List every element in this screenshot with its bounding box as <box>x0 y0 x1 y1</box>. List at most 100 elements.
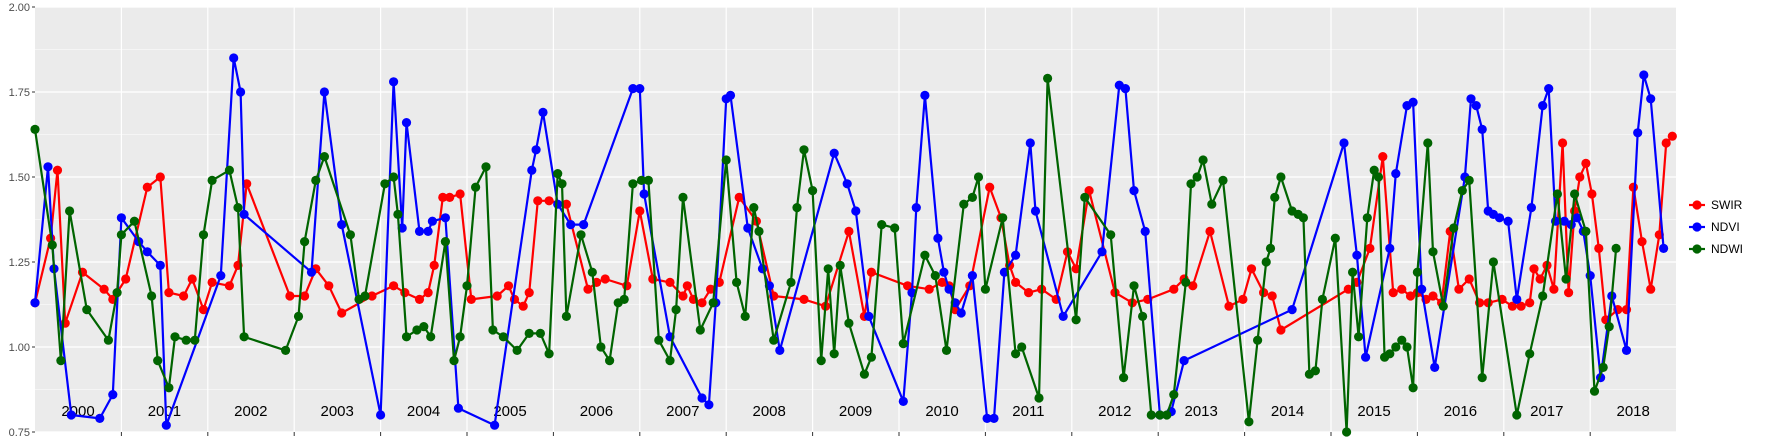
data-point-ndwi <box>440 237 450 247</box>
data-point-ndwi <box>678 192 688 202</box>
data-point-ndwi <box>1449 223 1459 233</box>
data-point-ndwi <box>799 145 809 155</box>
data-point-swir <box>1224 301 1234 311</box>
data-point-ndwi <box>82 305 92 315</box>
data-point-ndvi <box>423 226 433 236</box>
data-point-swir <box>285 291 295 301</box>
data-point-swir <box>1365 243 1375 253</box>
data-point-swir <box>1587 189 1597 199</box>
data-point-swir <box>445 192 455 202</box>
data-point-swir <box>1507 301 1517 311</box>
data-point-ndwi <box>1253 335 1263 345</box>
data-point-ndwi <box>1198 155 1208 165</box>
data-point-ndwi <box>56 356 66 366</box>
data-point-ndwi <box>207 175 217 185</box>
data-point-ndwi <box>1423 138 1433 148</box>
data-point-ndvi <box>1633 128 1643 138</box>
year-label-2003: 2003 <box>321 403 354 420</box>
data-point-ndvi <box>1120 84 1130 94</box>
data-point-ndwi <box>665 356 675 366</box>
year-label-2011: 2011 <box>1012 403 1044 420</box>
data-point-ndvi <box>944 284 954 294</box>
series-ndwi <box>30 73 1621 437</box>
data-point-ndvi <box>453 403 463 413</box>
data-point-ndwi <box>628 179 638 189</box>
data-point-ndwi <box>112 288 122 298</box>
data-point-swir <box>492 291 502 301</box>
data-point-swir <box>583 284 593 294</box>
data-point-ndwi <box>636 175 647 185</box>
data-point-ndwi <box>281 345 291 355</box>
data-point-ndwi <box>1369 165 1379 175</box>
data-point-ndwi <box>1412 267 1422 277</box>
data-point-ndwi <box>401 332 412 342</box>
data-point-ndvi <box>1025 138 1035 148</box>
data-point-ndwi <box>1570 189 1580 199</box>
data-point-swir <box>985 182 995 192</box>
data-point-swir <box>1628 182 1638 192</box>
data-point-swir <box>1525 298 1535 308</box>
data-point-ndwi <box>488 325 498 335</box>
data-point-swir <box>1205 226 1215 236</box>
data-point-ndwi <box>181 335 191 345</box>
data-point-ndwi <box>1138 311 1148 321</box>
data-point-ndvi <box>933 233 943 243</box>
data-point-ndvi <box>1417 284 1427 294</box>
data-point-swir <box>1405 291 1416 301</box>
data-point-ndvi <box>337 220 347 230</box>
data-point-ndwi <box>1317 294 1327 304</box>
data-point-ndvi <box>531 145 541 155</box>
data-point-ndvi <box>108 390 118 400</box>
year-labels: 2000 2001 2002 2003 2004 2005 2006 2007 2008 2009… <box>61 403 1650 420</box>
year-label-2010: 2010 <box>925 403 958 420</box>
data-point-ndvi <box>236 87 246 97</box>
data-point-ndwi <box>544 349 554 359</box>
data-point-ndwi <box>239 332 249 342</box>
data-point-ndvi <box>1140 226 1150 236</box>
data-point-swir <box>164 288 174 298</box>
data-point-ndvi <box>66 410 76 420</box>
data-point-swir <box>1661 138 1671 148</box>
data-point-ndwi <box>769 335 779 345</box>
data-point-ndvi <box>911 203 921 213</box>
data-point-swir <box>1558 138 1568 148</box>
data-point-ndwi <box>498 332 508 342</box>
data-point-ndvi <box>553 199 563 209</box>
data-point-swir <box>706 284 716 294</box>
data-point-ndwi <box>319 152 329 162</box>
data-point-ndvi <box>1361 352 1371 362</box>
data-point-ndvi <box>920 90 930 100</box>
data-point-ndwi <box>129 216 139 226</box>
data-point-ndvi <box>440 213 450 223</box>
data-point-ndwi <box>877 220 887 230</box>
data-point-swir <box>665 277 675 287</box>
data-point-ndvi <box>527 165 537 175</box>
data-point-ndvi <box>1639 70 1649 80</box>
legend-label-swir: SWIR <box>1711 198 1743 212</box>
data-point-ndwi <box>1186 179 1196 189</box>
data-point-swir <box>324 281 334 291</box>
data-point-ndvi <box>1408 97 1418 107</box>
data-point-ndvi <box>95 413 105 423</box>
data-point-swir <box>367 291 377 301</box>
data-point-swir <box>300 291 310 301</box>
data-point-swir <box>142 182 152 192</box>
legend-label-ndwi: NDWI <box>1711 242 1743 256</box>
data-point-ndvi <box>1466 94 1476 104</box>
data-point-ndvi <box>239 209 249 219</box>
data-point-ndvi <box>1058 311 1068 321</box>
data-point-ndvi <box>538 107 548 117</box>
data-point-ndvi <box>1129 186 1139 196</box>
data-point-ndvi <box>1572 213 1582 223</box>
data-point-swir <box>121 274 131 284</box>
data-point-ndwi <box>1181 277 1191 287</box>
year-label-2006: 2006 <box>580 403 613 420</box>
data-point-ndwi <box>419 322 429 332</box>
data-point-swir <box>1575 172 1585 182</box>
legend: SWIR NDVI NDWI <box>1689 198 1743 256</box>
data-point-ndvi <box>1030 206 1041 216</box>
data-point-ndwi <box>1561 274 1571 284</box>
data-point-ndwi <box>1043 73 1053 83</box>
y-tick-label: 1.25 <box>9 257 30 269</box>
